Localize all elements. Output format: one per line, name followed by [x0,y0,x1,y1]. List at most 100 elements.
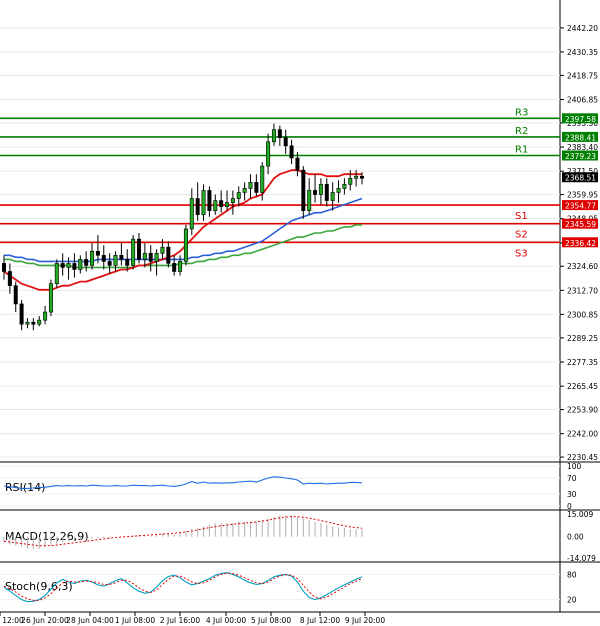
candle [307,178,312,215]
candle [236,186,241,207]
rsi-label: RSI(14) [5,481,45,494]
candle-body-up [248,182,253,189]
candle-body-down [283,137,288,147]
candle [101,245,106,270]
candle [348,170,353,191]
candle [148,245,153,272]
macd-tick-label: 0.00 [567,533,584,542]
candle [48,279,53,317]
candle-body-up [213,200,218,212]
candle-body-down [172,263,177,272]
current-price-marker: 2368.51 [562,172,598,183]
candlesticks [1,123,364,331]
candle-body-down [313,190,318,195]
candle-body-up [183,228,188,262]
candle [66,257,71,280]
candle [248,174,253,199]
candle-body-up [330,192,335,201]
level-name-r2: R2 [515,126,528,137]
candle-body-up [342,184,347,189]
level-price-r1: 2379.23 [565,152,596,161]
y-tick-label: 2371.50 [567,167,598,176]
y-tick-label: 2359.95 [567,191,598,200]
candle-body-up [354,175,359,179]
y-tick-label: 2324.60 [567,262,598,271]
y-tick-label: 2253.90 [567,406,598,415]
candle-body-down [148,252,153,262]
candle [219,190,224,213]
level-tag [562,113,598,124]
candle [37,316,42,327]
stoch-tick-label: 80 [567,570,577,579]
candle [313,174,318,203]
stoch-panel: Stoch(9,6,3) 80 20 [0,562,600,613]
candle [84,251,89,272]
candle [295,151,300,177]
candle-body-up [48,283,53,313]
stoch-d-line [3,572,363,601]
y-tick-label: 2230.45 [567,453,598,462]
level-tag [562,237,598,248]
candle-body-down [125,259,130,266]
candle [31,318,36,331]
candle [95,235,100,264]
candle [213,194,218,215]
level-tag [562,218,598,229]
level-price-r3: 2397.58 [565,115,596,124]
level-name-r1: R1 [515,145,528,156]
candle [336,180,341,203]
candle-body-down [72,263,77,270]
candle-body-up [78,259,83,270]
candle-body-down [254,182,259,193]
rsi-y-axis: 100 70 30 0 [0,462,582,511]
y-tick-label: 2383.40 [567,143,598,152]
candle [183,224,188,266]
candle [125,249,130,272]
candle [195,182,200,221]
candle [1,255,7,280]
candle-body-up [225,202,230,207]
level-name-s3: S3 [515,248,528,259]
candle-body-up [318,184,323,195]
candle [113,251,118,272]
candle-body-up [201,190,206,216]
level-price-s1: 2354.77 [565,202,596,211]
candle-body-up [178,261,183,272]
x-tick-label: 5 Jul 08:00 [251,616,291,625]
candle-body-up [66,263,71,268]
candle-body-up [154,252,159,262]
candle [136,233,141,264]
y-tick-label: 2312.70 [567,286,598,295]
candle-body-down [136,238,141,260]
candle-body-down [13,285,18,305]
y-tick-label: 2442.20 [567,24,598,33]
y-tick-label: 2300.85 [567,310,598,319]
candle [324,178,329,207]
macd-label: MACD(12,26,9) [5,530,89,543]
y-tick-label: 2418.75 [567,71,598,80]
rsi-tick-label: 100 [567,462,582,471]
candle-body-up [131,238,136,266]
level-tag [562,131,598,142]
candle-body-down [359,175,364,179]
stoch-series [3,572,363,603]
macd-signal-line [3,516,363,547]
candle-body-up [230,198,235,203]
candle [43,305,48,325]
candle [289,139,294,165]
x-tick-label: 1 Jul 08:00 [115,616,155,625]
candle [277,125,282,146]
candle [172,255,177,276]
candle-body-up [37,319,42,325]
stoch-y-axis: 80 20 [0,570,577,605]
candle [225,190,230,211]
candle [318,178,323,205]
candle [260,162,265,201]
candle-body-up [189,198,194,230]
candle-body-up [260,165,265,193]
candle-body-up [236,192,241,199]
candle-body-up [90,250,95,266]
candle-body-up [113,254,118,266]
